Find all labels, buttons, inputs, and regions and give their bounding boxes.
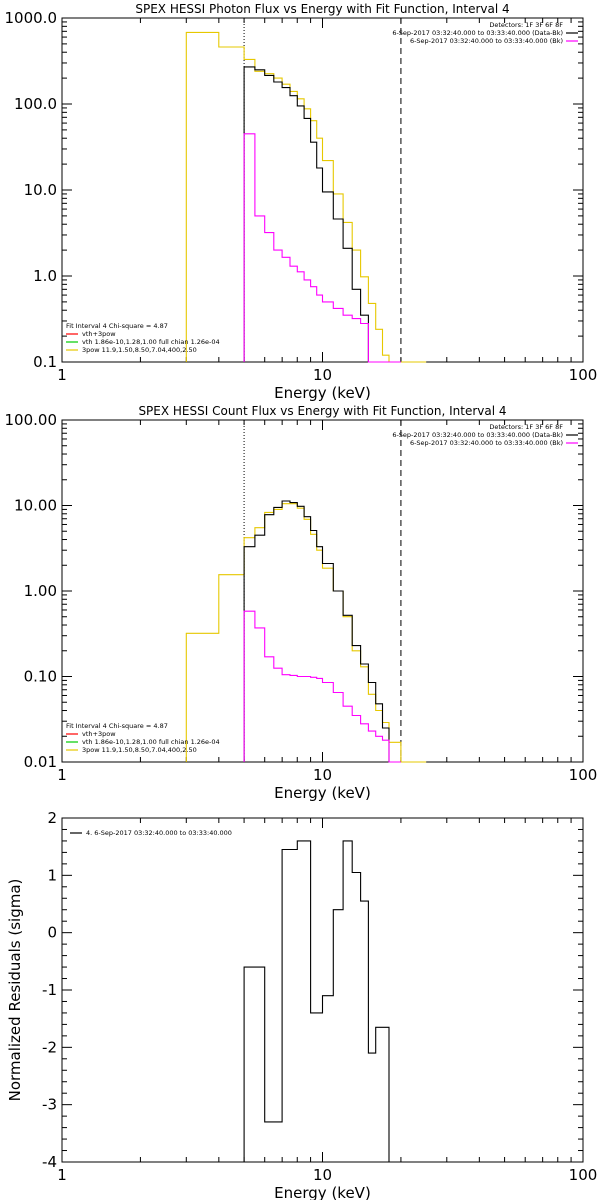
legend-entry: 6-Sep-2017 03:32:40.000 to 03:33:40.000 … bbox=[410, 439, 563, 447]
legend-entry: Fit Interval 4 Chi-square = 4.87 bbox=[66, 322, 168, 330]
series-step-line bbox=[185, 503, 427, 763]
y-tick-label: 2 bbox=[47, 809, 57, 827]
x-tick-label: 1 bbox=[57, 366, 67, 384]
series-step-line bbox=[243, 66, 401, 363]
series-step-line bbox=[243, 500, 401, 763]
y-tick-label: -1 bbox=[42, 981, 57, 999]
plot-frame bbox=[61, 817, 584, 1163]
y-tick-label: 100.00 bbox=[5, 411, 58, 429]
photon-flux-panel: 1 10 100 0.1 1.0 10.0 100.0 1000.0 SPEX HESSI Ph… bbox=[5, 2, 598, 402]
y-tick-label: -4 bbox=[42, 1153, 57, 1171]
plot-frame bbox=[61, 419, 584, 763]
y-tick-label: 10.0 bbox=[24, 181, 57, 199]
x-tick-label: 100 bbox=[569, 1166, 598, 1184]
legend-entry: vth+3pow bbox=[82, 730, 116, 738]
series-step-line bbox=[243, 133, 401, 363]
x-axis-label: Energy (keV) bbox=[274, 1184, 371, 1200]
y-tick-label: 1 bbox=[47, 866, 57, 884]
y-tick-label: 10.00 bbox=[14, 497, 57, 515]
y-tick-label: 0 bbox=[47, 924, 57, 942]
count-flux-panel: 1 10 100 0.01 0.10 1.00 10.00 100.00 SPEX HESSI … bbox=[5, 404, 598, 802]
series-step-line bbox=[243, 610, 401, 763]
y-tick-label: 1.0 bbox=[33, 267, 57, 285]
y-tick-label: 0.1 bbox=[33, 353, 57, 371]
legend-entry: Detectors: 1F 3F 6F 8F bbox=[489, 21, 563, 29]
series-step-line bbox=[243, 840, 401, 1163]
legend-entry: Detectors: 1F 3F 6F 8F bbox=[489, 423, 563, 431]
x-tick-label: 10 bbox=[313, 366, 332, 384]
chart-title: SPEX HESSI Photon Flux vs Energy with Fi… bbox=[135, 2, 509, 16]
legend-entry: 4. 6-Sep-2017 03:32:40.000 to 03:33:40.0… bbox=[86, 829, 232, 837]
y-tick-label: 0.10 bbox=[24, 668, 57, 686]
x-tick-label: 1 bbox=[57, 1166, 67, 1184]
x-axis-label: Energy (keV) bbox=[274, 384, 371, 402]
residuals-panel: 1 10 100 -4 -3 -2 -1 0 1 2 Energy (keV) Normalized … bbox=[6, 809, 597, 1200]
y-tick-label: 100.0 bbox=[14, 95, 57, 113]
legend-entry: 6-Sep-2017 03:32:40.000 to 03:33:40.000 … bbox=[410, 37, 563, 45]
legend-entry: 3pow 11.9,1.50,8.50,7.04,400,2.50 bbox=[82, 746, 197, 754]
y-axis-label: Normalized Residuals (sigma) bbox=[6, 879, 24, 1102]
legend-entry: vth+3pow bbox=[82, 330, 116, 338]
x-tick-label: 100 bbox=[569, 766, 598, 784]
legend-entry: vth 1.86e-10,1.28,1.00 full chian 1.26e-… bbox=[82, 338, 220, 346]
y-tick-label: -3 bbox=[42, 1096, 57, 1114]
y-tick-label: 0.01 bbox=[24, 753, 57, 771]
x-axis-label: Energy (keV) bbox=[274, 784, 371, 802]
x-tick-label: 10 bbox=[313, 766, 332, 784]
y-tick-label: 1000.0 bbox=[5, 9, 58, 27]
x-tick-label: 100 bbox=[569, 366, 598, 384]
legend-entry: 6-Sep-2017 03:32:40.000 to 03:33:40.000 … bbox=[392, 29, 563, 37]
legend-entry: Fit Interval 4 Chi-square = 4.87 bbox=[66, 722, 168, 730]
legend-entry: 3pow 11.9,1.50,8.50,7.04,400,2.50 bbox=[82, 346, 197, 354]
series-step-line bbox=[185, 31, 427, 363]
y-tick-label: 1.00 bbox=[24, 582, 57, 600]
legend-entry: vth 1.86e-10,1.28,1.00 full chian 1.26e-… bbox=[82, 738, 220, 746]
chart-title: SPEX HESSI Count Flux vs Energy with Fit… bbox=[138, 404, 506, 418]
y-tick-label: -2 bbox=[42, 1038, 57, 1056]
x-tick-label: 1 bbox=[57, 766, 67, 784]
legend-entry: 6-Sep-2017 03:32:40.000 to 03:33:40.000 … bbox=[392, 431, 563, 439]
x-tick-label: 10 bbox=[313, 1166, 332, 1184]
